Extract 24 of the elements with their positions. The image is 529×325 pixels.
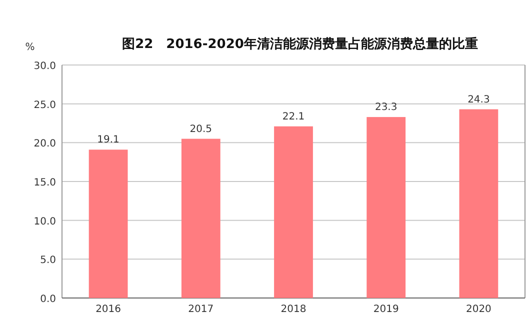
y-axis-title: % (25, 42, 35, 53)
bar (181, 138, 220, 298)
y-tick-label: 25.0 (34, 100, 56, 111)
y-tick-label: 5.0 (40, 255, 56, 266)
y-tick-label: 20.0 (34, 138, 56, 150)
data-label: 23.3 (374, 102, 398, 114)
data-label: 19.1 (97, 134, 120, 146)
chart-title: 图22 2016-2020年清洁能源消费量占能源消费总量的比重 (122, 36, 478, 52)
x-tick-label: 2020 (466, 304, 492, 315)
bar (88, 150, 128, 298)
y-tick-label: 10.0 (34, 216, 56, 228)
x-tick-label: 2017 (188, 304, 214, 315)
y-tick-label: 30.0 (34, 61, 56, 72)
data-label: 24.3 (468, 94, 490, 106)
data-label: 22.1 (282, 111, 305, 122)
x-tick-label: 2016 (96, 304, 122, 315)
bar (366, 117, 406, 298)
y-tick-label: 0.0 (40, 294, 56, 305)
x-tick-label: 2019 (373, 304, 399, 315)
bar (274, 126, 313, 298)
x-tick-label: 2018 (280, 304, 306, 315)
data-label: 20.5 (190, 124, 212, 135)
y-tick-label: 15.0 (34, 178, 56, 188)
bar (459, 109, 498, 298)
